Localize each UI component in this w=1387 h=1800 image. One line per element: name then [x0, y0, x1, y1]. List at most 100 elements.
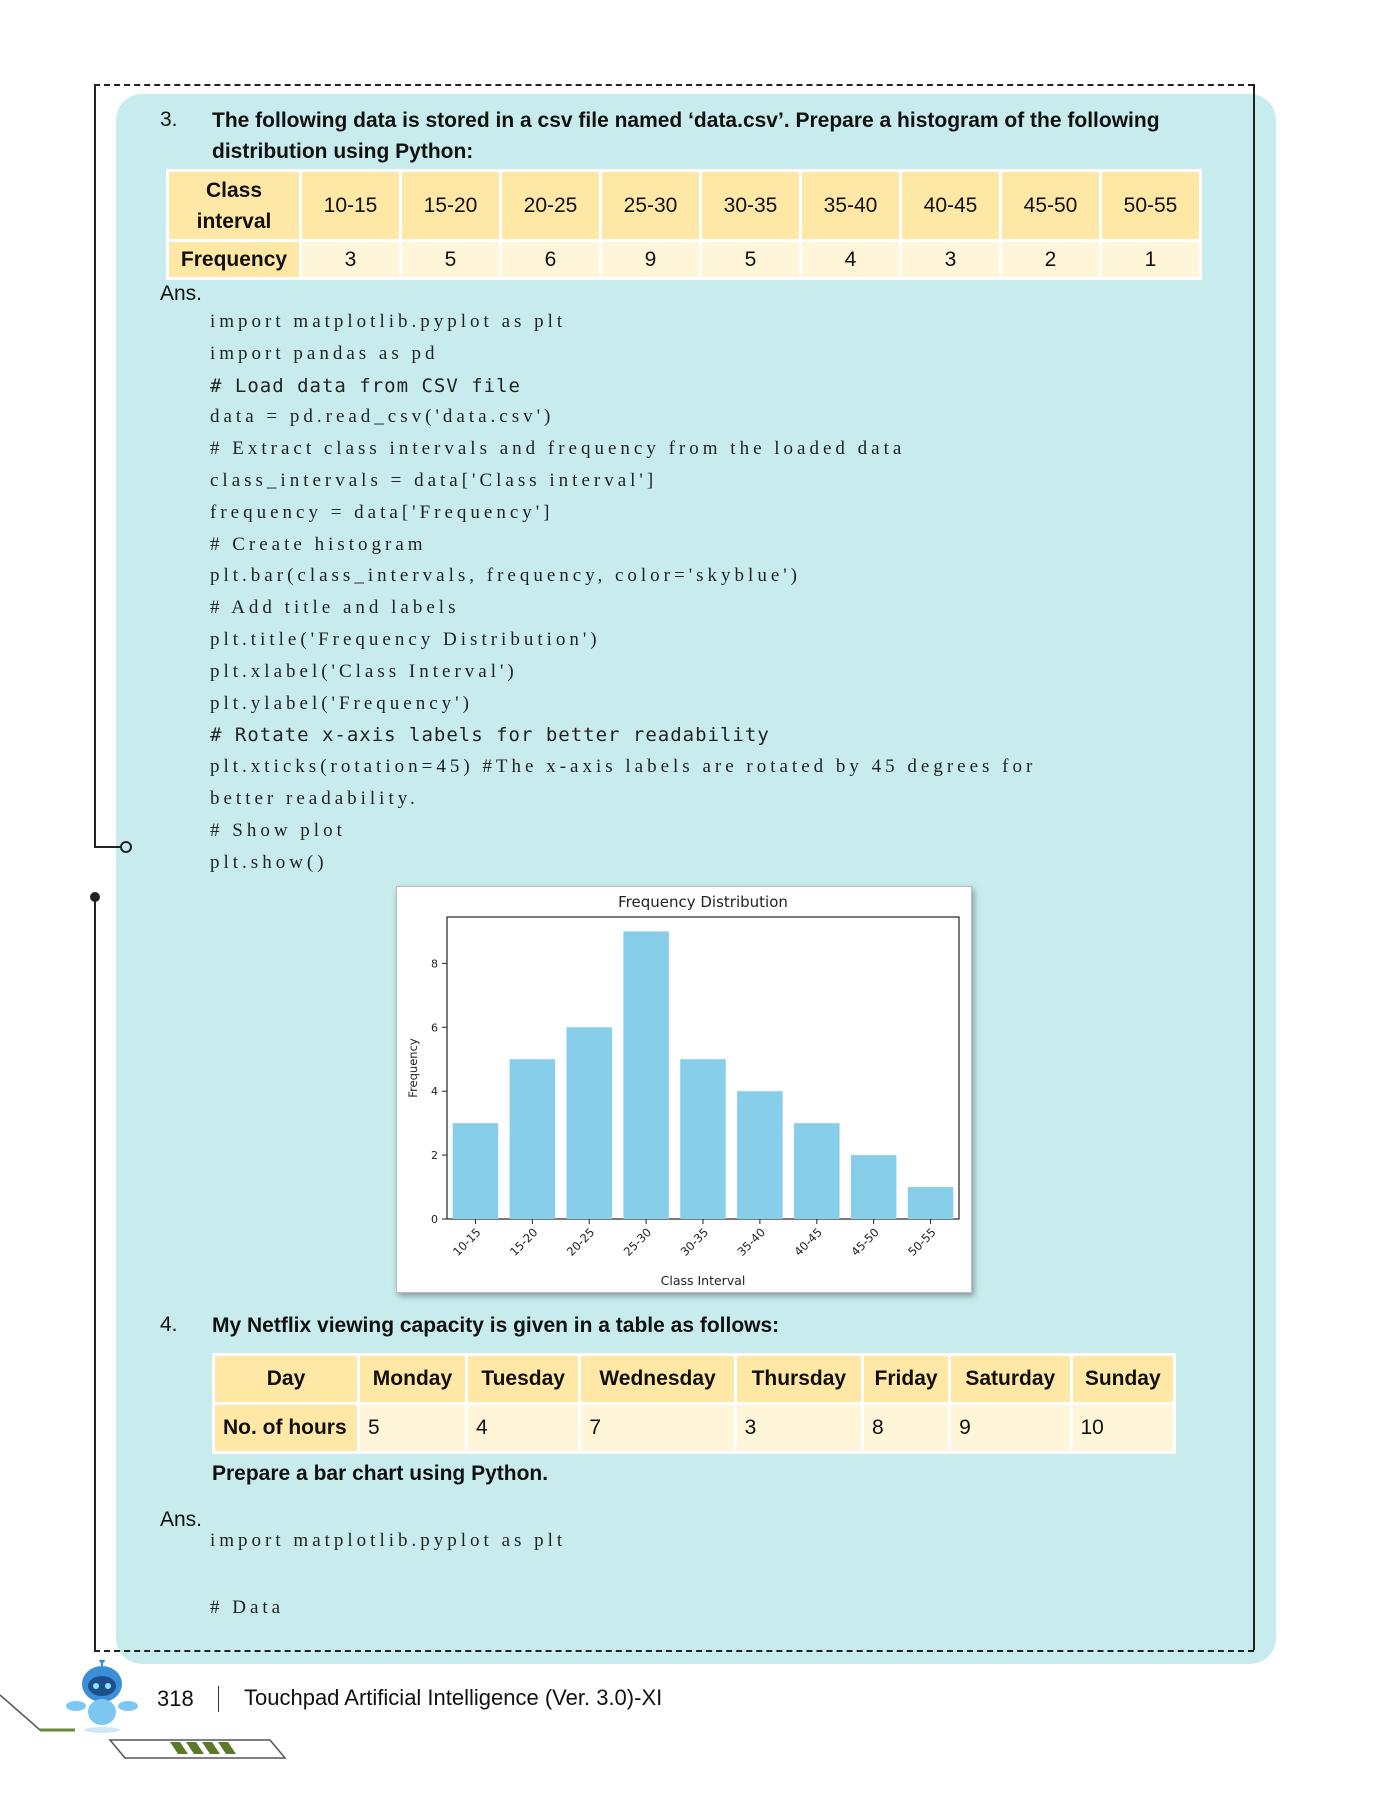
answer-label: Ans.: [160, 282, 203, 305]
table-cell: 9: [948, 1402, 1073, 1454]
table-cell: 7: [578, 1402, 737, 1454]
table-cell: 10: [1069, 1402, 1176, 1454]
bar: [452, 1123, 499, 1219]
table-cell: Thursday: [733, 1353, 865, 1405]
table-cell: 10-15: [299, 169, 402, 242]
table-cell: 20-25: [499, 169, 602, 242]
code-line: plt.ylabel('Frequency'): [210, 692, 473, 714]
code-line: plt.title('Frequency Distribution'): [210, 629, 601, 650]
netflix-table: Day Monday Tuesday Wednesday Thursday Fr…: [212, 1353, 1176, 1454]
code-line: # Load data from CSV file: [210, 374, 521, 397]
page-number: 318: [157, 1686, 194, 1711]
table-cell: Friday: [861, 1353, 952, 1405]
table-cell: Sunday: [1069, 1353, 1176, 1405]
x-tick-label: 10-15: [450, 1225, 484, 1259]
x-tick-label: 50-55: [905, 1225, 939, 1259]
table-cell: 3: [899, 239, 1002, 280]
table-cell: 3: [299, 239, 402, 280]
dashed-border-top: [94, 84, 1254, 86]
code-line: plt.xticks(rotation=45) #The x-axis labe…: [210, 756, 1037, 778]
code-line: # Data: [210, 1597, 285, 1618]
code-line: plt.show(): [210, 851, 328, 873]
robot-mascot-icon: [66, 1660, 138, 1733]
table-header-class-interval: Class interval: [166, 169, 302, 242]
table-header-frequency: Frequency: [166, 239, 302, 280]
code-line: # Show plot: [210, 819, 346, 841]
bar: [566, 1027, 612, 1219]
code-line: class_intervals = data['Class interval']: [210, 470, 658, 491]
code-line: import matplotlib.pyplot as plt: [210, 1530, 567, 1551]
table-cell: 9: [599, 239, 702, 280]
x-axis-label: Class Interval: [661, 1273, 746, 1288]
table-cell: 8: [861, 1402, 952, 1454]
code-line: plt.xlabel('Class Interval'): [210, 660, 518, 682]
hook-circle: [120, 841, 132, 853]
table-cell: 5: [357, 1402, 468, 1454]
bar: [737, 1091, 783, 1219]
table-cell: 15-20: [399, 169, 502, 242]
instruction-text: Prepare a bar chart using Python.: [212, 1462, 549, 1485]
table-cell: 6: [499, 239, 602, 280]
y-tick-label: 8: [431, 957, 438, 970]
table-cell: 4: [799, 239, 902, 280]
code-line: plt.bar(class_intervals, frequency, colo…: [210, 565, 802, 587]
bar: [509, 1059, 556, 1219]
table-cell: 35-40: [799, 169, 902, 242]
code-line: # Rotate x-axis labels for better readab…: [210, 724, 770, 747]
question-number: 4.: [160, 1313, 178, 1336]
table-cell: 45-50: [999, 169, 1102, 242]
x-tick-label: 30-35: [678, 1225, 712, 1259]
question-number: 3.: [160, 108, 178, 131]
x-tick-label: 35-40: [734, 1225, 768, 1259]
y-tick-label: 2: [431, 1149, 438, 1162]
x-tick-label: 20-25: [564, 1225, 598, 1259]
code-line: # Extract class intervals and frequency …: [210, 438, 906, 460]
table-cell: 25-30: [599, 169, 702, 242]
code-line: frequency = data['Frequency']: [210, 501, 554, 523]
answer-label: Ans.: [160, 1508, 203, 1531]
bar: [907, 1187, 954, 1219]
footer-separator: [218, 1686, 219, 1712]
table-cell: Tuesday: [464, 1353, 582, 1405]
dashed-border-bottom: [94, 1650, 1254, 1652]
code-line: better readability.: [210, 788, 419, 809]
border-hook: [94, 846, 122, 848]
code-line: # Add title and labels: [210, 597, 460, 619]
table-cell: 3: [733, 1402, 865, 1454]
x-tick-label: 25-30: [621, 1225, 655, 1259]
table-cell: 4: [464, 1402, 582, 1454]
bar: [623, 931, 669, 1219]
chart-title: Frequency Distribution: [618, 893, 788, 911]
y-tick-label: 0: [431, 1213, 438, 1226]
table-cell: Wednesday: [578, 1353, 737, 1405]
table-cell: 5: [399, 239, 502, 280]
table-cell: Monday: [357, 1353, 468, 1405]
bar: [680, 1059, 726, 1219]
question-text: The following data is stored in a csv fi…: [212, 109, 1160, 163]
table-cell: Saturday: [948, 1353, 1073, 1405]
table-cell: 40-45: [899, 169, 1002, 242]
y-tick-label: 6: [431, 1021, 438, 1034]
table-cell: 30-35: [699, 169, 802, 242]
x-tick-label: 45-50: [848, 1225, 882, 1259]
table-header-hours: No. of hours: [212, 1402, 360, 1454]
table-cell: 2: [999, 239, 1102, 280]
code-line: import pandas as pd: [210, 342, 439, 364]
bar: [794, 1123, 840, 1219]
code-line: import matplotlib.pyplot as plt: [210, 311, 567, 332]
chart-svg: 0 2 4 6 8 10-15 15-20 20-25 25-30 30-35 35-40 40-45…: [406, 893, 960, 1288]
y-tick-label: 4: [431, 1085, 438, 1098]
y-axis-label: Frequency: [406, 1038, 420, 1098]
code-line: data = pd.read_csv('data.csv'): [210, 406, 555, 428]
book-title: Touchpad Artificial Intelligence (Ver. 3…: [244, 1685, 663, 1710]
table-cell: 5: [699, 239, 802, 280]
table-cell: 1: [1099, 239, 1202, 280]
x-tick-label: 15-20: [507, 1225, 541, 1259]
histogram-chart: 0 2 4 6 8 10-15 15-20 20-25 25-30 30-35 35-40 40-45…: [396, 886, 972, 1293]
border-left-lower: [94, 897, 96, 1650]
table-cell: 50-55: [1099, 169, 1202, 242]
question-text: My Netflix viewing capacity is given in …: [212, 1314, 780, 1337]
x-tick-label: 40-45: [791, 1225, 825, 1259]
class-interval-table: Class interval 10-15 15-20 20-25 25-30 30…: [166, 169, 1202, 280]
border-right: [1253, 84, 1255, 1650]
